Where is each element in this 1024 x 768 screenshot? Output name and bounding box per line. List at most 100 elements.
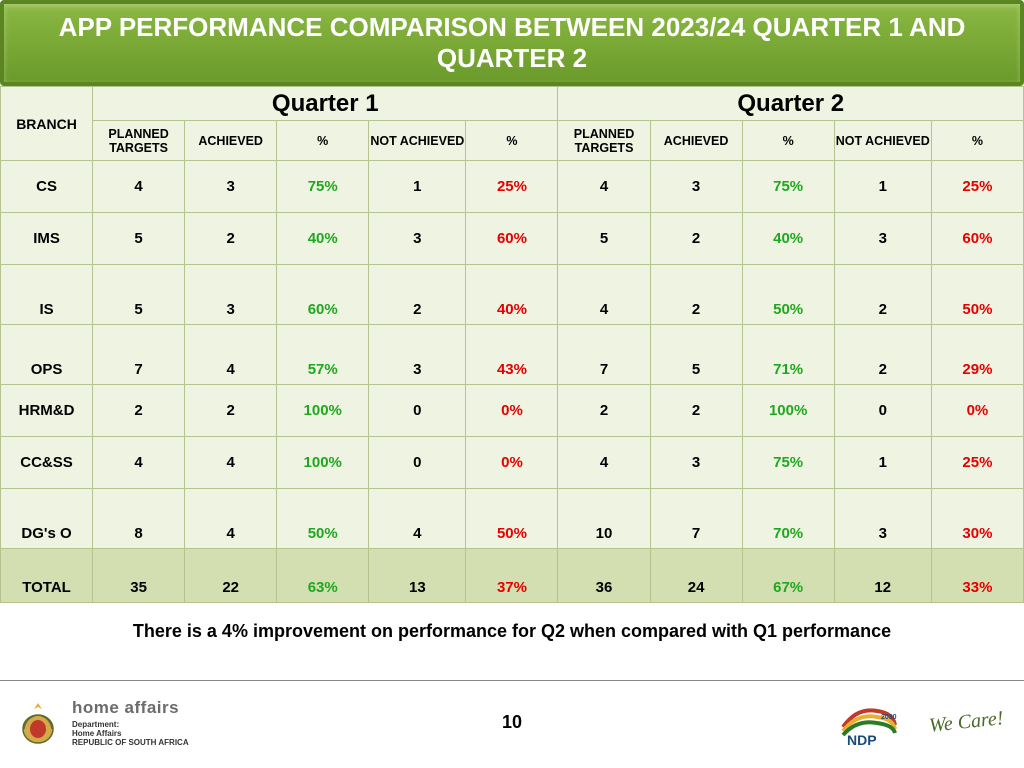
table-cell: 35	[93, 549, 185, 603]
performance-table: BRANCH Quarter 1 Quarter 2 PLANNED TARGE…	[0, 86, 1024, 603]
table-cell: 0%	[466, 385, 558, 437]
col-sub-header: ACHIEVED	[185, 121, 277, 161]
table-cell: 60%	[466, 213, 558, 265]
col-sub-header: %	[466, 121, 558, 161]
table-cell: 22	[185, 549, 277, 603]
table-cell: 3	[650, 437, 742, 489]
table-row: HRM&D22100%00%22100%00%	[1, 385, 1024, 437]
table-cell: 0	[369, 385, 466, 437]
table-cell: CS	[1, 161, 93, 213]
table-cell: OPS	[1, 325, 93, 385]
table-cell: CC&SS	[1, 437, 93, 489]
table-row-total: TOTAL352263%1337%362467%1233%	[1, 549, 1024, 603]
table-cell: 2	[185, 385, 277, 437]
col-sub-header: PLANNED TARGETS	[558, 121, 650, 161]
table-cell: 10	[558, 489, 650, 549]
table-cell: 2	[834, 325, 931, 385]
table-cell: 50%	[466, 489, 558, 549]
table-cell: 2	[650, 385, 742, 437]
table-row: IMS5240%360%5240%360%	[1, 213, 1024, 265]
ndp-logo-icon: 2030 NDP	[837, 699, 901, 747]
table-cell: 2	[834, 265, 931, 325]
table-cell: 100%	[742, 385, 834, 437]
table-cell: 5	[558, 213, 650, 265]
table-cell: 24	[650, 549, 742, 603]
we-care-tagline: We Care!	[928, 707, 1005, 738]
table-cell: 30%	[931, 489, 1023, 549]
table-cell: 40%	[466, 265, 558, 325]
table-cell: 75%	[742, 161, 834, 213]
table-cell: 43%	[466, 325, 558, 385]
table-cell: 4	[93, 437, 185, 489]
table-cell: 13	[369, 549, 466, 603]
table-cell: 7	[558, 325, 650, 385]
table-cell: 33%	[931, 549, 1023, 603]
table-cell: 3	[185, 265, 277, 325]
table-cell: 5	[93, 265, 185, 325]
coat-of-arms-icon	[14, 699, 62, 747]
table-cell: 2	[369, 265, 466, 325]
table-cell: IMS	[1, 213, 93, 265]
table-cell: 71%	[742, 325, 834, 385]
table-cell: 50%	[742, 265, 834, 325]
table-cell: IS	[1, 265, 93, 325]
col-group-q2: Quarter 2	[558, 87, 1024, 121]
col-sub-header: NOT ACHIEVED	[369, 121, 466, 161]
table-cell: 3	[185, 161, 277, 213]
table-cell: DG's O	[1, 489, 93, 549]
table-cell: 70%	[742, 489, 834, 549]
table-cell: 75%	[277, 161, 369, 213]
table-cell: 1	[369, 161, 466, 213]
table-cell: 3	[650, 161, 742, 213]
table-row: OPS7457%343%7571%229%	[1, 325, 1024, 385]
table-row: CS4375%125%4375%125%	[1, 161, 1024, 213]
col-sub-header: ACHIEVED	[650, 121, 742, 161]
col-sub-header: %	[277, 121, 369, 161]
table-cell: 2	[650, 213, 742, 265]
svg-text:NDP: NDP	[847, 732, 877, 747]
col-branch: BRANCH	[1, 87, 93, 161]
table-cell: 75%	[742, 437, 834, 489]
table-row: IS5360%240%4250%250%	[1, 265, 1024, 325]
table-cell: 12	[834, 549, 931, 603]
table-cell: 1	[834, 161, 931, 213]
table-cell: 3	[369, 213, 466, 265]
col-group-q1: Quarter 1	[93, 87, 558, 121]
table-cell: 0%	[931, 385, 1023, 437]
table-cell: 5	[93, 213, 185, 265]
table-cell: 4	[185, 489, 277, 549]
table-cell: 2	[558, 385, 650, 437]
table-cell: 1	[834, 437, 931, 489]
col-sub-header: %	[931, 121, 1023, 161]
table-cell: 37%	[466, 549, 558, 603]
page-title: APP PERFORMANCE COMPARISON BETWEEN 2023/…	[0, 0, 1024, 86]
footer: home affairs Department:Home AffairsREPU…	[0, 680, 1024, 758]
page-number: 10	[502, 712, 522, 733]
table-cell: 5	[650, 325, 742, 385]
table-cell: 4	[185, 325, 277, 385]
table-cell: 3	[369, 325, 466, 385]
table-cell: 7	[93, 325, 185, 385]
col-sub-header: NOT ACHIEVED	[834, 121, 931, 161]
table-cell: 40%	[742, 213, 834, 265]
table-cell: 4	[93, 161, 185, 213]
table-cell: 60%	[931, 213, 1023, 265]
table-row: CC&SS44100%00%4375%125%	[1, 437, 1024, 489]
table-cell: 29%	[931, 325, 1023, 385]
table-cell: 7	[650, 489, 742, 549]
table-cell: 8	[93, 489, 185, 549]
table-cell: 100%	[277, 437, 369, 489]
table-cell: 4	[558, 437, 650, 489]
table-cell: 0	[834, 385, 931, 437]
svg-text:2030: 2030	[881, 714, 897, 721]
table-cell: 25%	[931, 437, 1023, 489]
dept-name: home affairs	[72, 698, 189, 718]
table-cell: TOTAL	[1, 549, 93, 603]
table-cell: 50%	[277, 489, 369, 549]
table-cell: 50%	[931, 265, 1023, 325]
dept-logo-block: home affairs Department:Home AffairsREPU…	[14, 698, 189, 747]
table-cell: 2	[93, 385, 185, 437]
table-cell: 4	[369, 489, 466, 549]
table-row: DG's O8450%450%10770%330%	[1, 489, 1024, 549]
table-cell: 67%	[742, 549, 834, 603]
